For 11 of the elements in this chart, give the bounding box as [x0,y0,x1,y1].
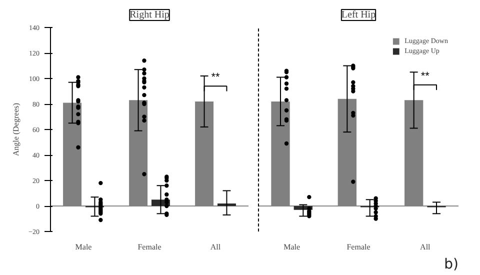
x-tick-label: All [210,242,222,252]
y-axis-title: Angle (Degrees) [12,102,21,156]
text: b) [444,256,459,272]
annotation: ** [211,72,220,84]
x-tick-label: Female [138,242,162,252]
x-tick-label: Male [75,242,92,252]
x-tick-label: Male [284,242,300,252]
chart-title: Right Hip [130,10,170,20]
annotation: ** [420,70,430,82]
x-tick-label: All [420,242,432,252]
x-tick-label: Female [346,242,371,252]
